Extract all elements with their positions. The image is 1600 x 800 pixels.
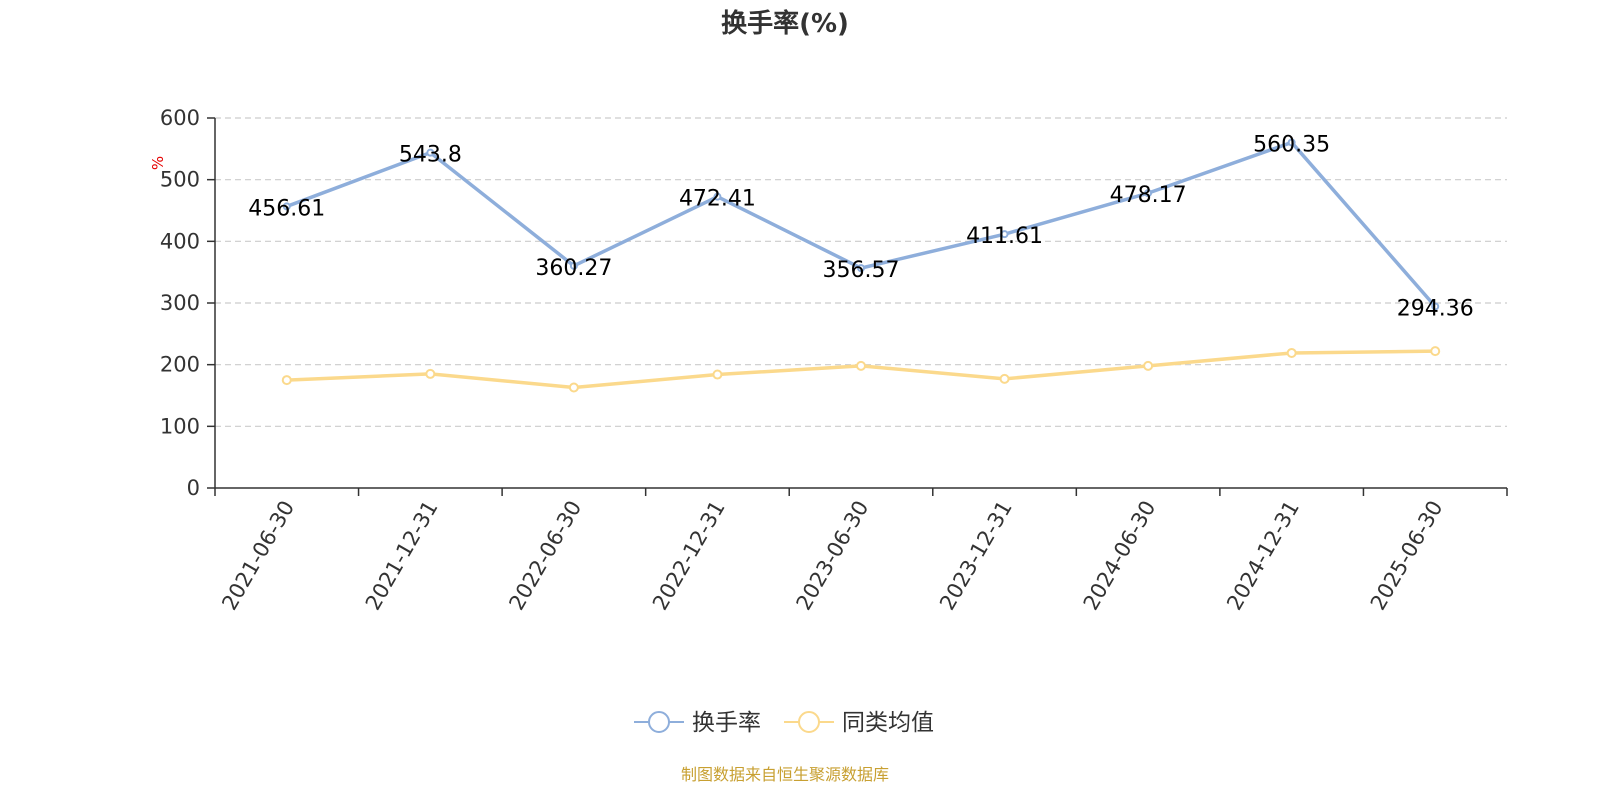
point-peer-average-2023-12-31 <box>999 373 1010 384</box>
y-tick-label-100: 100 <box>160 414 200 438</box>
y-tick-label-200: 200 <box>160 353 200 377</box>
point-peer-average-2023-06-30 <box>856 360 866 371</box>
x-tick-label-2023-12-31: 2023-12-31 <box>935 497 1017 615</box>
point-turnover-2022-06-30 <box>569 261 578 270</box>
data-label-2022-06-30: 360.27 <box>535 256 612 281</box>
y-tick-label-0: 0 <box>187 476 200 500</box>
legend-item-turnover[interactable]: 换手率 <box>634 710 761 736</box>
x-tick-label-2024-12-31: 2024-12-31 <box>1222 497 1304 615</box>
legend-item-peer-average[interactable]: 同类均值 <box>784 710 934 736</box>
y-tick-label-600: 600 <box>160 106 200 130</box>
point-turnover-2021-06-30 <box>282 202 291 211</box>
point-peer-average-2024-12-31 <box>1286 347 1297 358</box>
point-peer-average-2024-06-30 <box>1143 360 1154 371</box>
point-peer-average-2022-06-30 <box>568 382 579 393</box>
legend-label-peer-average: 同类均值 <box>842 710 934 736</box>
point-turnover-2021-12-31 <box>426 148 435 157</box>
data-label-2023-12-31: 411.61 <box>966 224 1043 249</box>
data-labels: 456.61 543.8 360.27 472.41 356.57 411.61 478.1… <box>248 132 1473 321</box>
data-label-2021-06-30: 456.61 <box>248 196 325 221</box>
legend[interactable]: 换手率 同类均值 <box>634 710 934 736</box>
x-tick-label-2022-06-30: 2022-06-30 <box>504 497 586 615</box>
gridlines <box>215 117 1507 427</box>
legend-marker-turnover <box>648 711 670 733</box>
point-turnover-2024-12-31 <box>1287 138 1296 147</box>
x-tick-label-2021-12-31: 2021-12-31 <box>361 497 443 615</box>
y-axis-unit: % <box>149 156 167 170</box>
y-tick-label-500: 500 <box>160 168 200 192</box>
y-tick-label-400: 400 <box>160 229 200 253</box>
y-axis: 0 100 200 300 400 500 600 <box>160 106 216 500</box>
data-label-2025-06-30: 294.36 <box>1397 296 1474 321</box>
point-turnover-2025-06-30 <box>1431 302 1440 311</box>
chart-title: 换手率(%) <box>721 8 849 39</box>
x-tick-label-2021-06-30: 2021-06-30 <box>217 497 299 615</box>
point-peer-average-2025-06-30 <box>1430 346 1441 357</box>
source-note: 制图数据来自恒生聚源数据库 <box>681 765 889 784</box>
x-axis: 2021-06-30 2021-12-31 2022-06-30 2022-12-31… <box>214 487 1508 615</box>
point-peer-average-2022-12-31 <box>712 369 723 380</box>
legend-marker-peer-average <box>798 711 820 733</box>
data-label-2024-06-30: 478.17 <box>1110 183 1187 208</box>
series-layer <box>281 138 1441 393</box>
point-turnover-2023-12-31 <box>1000 230 1009 239</box>
point-turnover-2024-06-30 <box>1144 189 1153 198</box>
x-tick-label-2023-06-30: 2023-06-30 <box>792 497 874 615</box>
y-tick-label-300: 300 <box>160 291 200 315</box>
x-tick-label-2024-06-30: 2024-06-30 <box>1079 497 1161 615</box>
point-turnover-2023-06-30 <box>857 264 865 273</box>
point-peer-average-2021-12-31 <box>425 368 436 379</box>
data-label-2023-06-30: 356.57 <box>823 258 900 283</box>
data-label-2021-12-31: 543.8 <box>399 143 462 168</box>
x-tick-label-2025-06-30: 2025-06-30 <box>1366 497 1448 615</box>
x-tick-label-2022-12-31: 2022-12-31 <box>648 497 730 615</box>
data-label-2022-12-31: 472.41 <box>679 187 756 212</box>
point-peer-average-2021-06-30 <box>281 375 292 386</box>
legend-label-turnover: 换手率 <box>692 710 761 736</box>
point-turnover-2022-12-31 <box>713 192 722 201</box>
data-label-2024-12-31: 560.35 <box>1253 132 1330 157</box>
